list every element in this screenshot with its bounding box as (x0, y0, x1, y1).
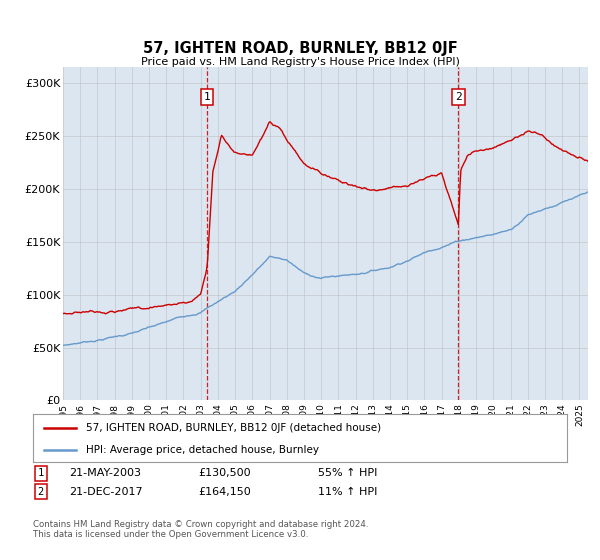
Text: 57, IGHTEN ROAD, BURNLEY, BB12 0JF: 57, IGHTEN ROAD, BURNLEY, BB12 0JF (143, 41, 457, 56)
Text: 55% ↑ HPI: 55% ↑ HPI (318, 468, 377, 478)
Text: 57, IGHTEN ROAD, BURNLEY, BB12 0JF (detached house): 57, IGHTEN ROAD, BURNLEY, BB12 0JF (deta… (86, 423, 382, 433)
Text: £164,150: £164,150 (198, 487, 251, 497)
Text: Contains HM Land Registry data © Crown copyright and database right 2024.
This d: Contains HM Land Registry data © Crown c… (33, 520, 368, 539)
Text: 2: 2 (38, 487, 44, 497)
Text: 1: 1 (204, 92, 211, 102)
Text: 1: 1 (38, 468, 44, 478)
Text: 21-DEC-2017: 21-DEC-2017 (69, 487, 143, 497)
Text: Price paid vs. HM Land Registry's House Price Index (HPI): Price paid vs. HM Land Registry's House … (140, 57, 460, 67)
Text: 2: 2 (455, 92, 462, 102)
Text: 21-MAY-2003: 21-MAY-2003 (69, 468, 141, 478)
Text: 11% ↑ HPI: 11% ↑ HPI (318, 487, 377, 497)
Text: £130,500: £130,500 (198, 468, 251, 478)
Text: HPI: Average price, detached house, Burnley: HPI: Average price, detached house, Burn… (86, 445, 319, 455)
